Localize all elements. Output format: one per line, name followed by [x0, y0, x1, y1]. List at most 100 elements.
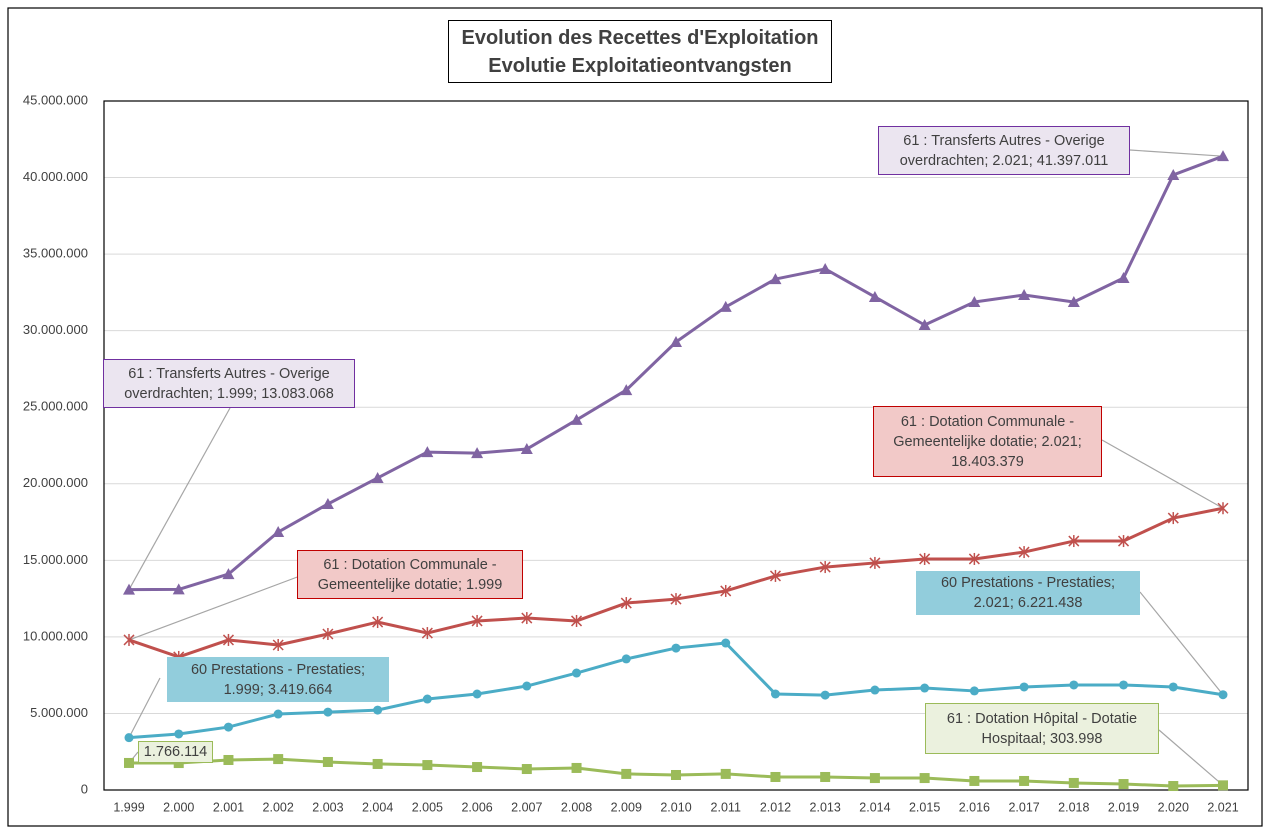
marker	[1018, 546, 1030, 559]
data-label: 60 Prestations - Prestaties; 1.999; 3.41…	[167, 657, 389, 702]
y-tick-label: 30.000.000	[23, 322, 88, 337]
marker	[1167, 512, 1179, 525]
y-tick-label: 10.000.000	[23, 628, 88, 643]
chart-subtitle: Evolutie Exploitatieontvangsten	[488, 55, 792, 77]
marker	[173, 758, 184, 769]
marker	[1168, 781, 1179, 792]
x-tick-label: 2.015	[909, 800, 940, 814]
marker	[1068, 777, 1079, 788]
data-label: 61 : Dotation Hôpital - Dotatie Hospitaa…	[925, 703, 1159, 754]
marker	[123, 633, 135, 646]
y-tick-label: 5.000.000	[30, 705, 88, 720]
leader-line	[128, 407, 231, 590]
marker	[222, 568, 235, 580]
x-tick-label: 2.020	[1158, 800, 1189, 814]
title-box: Evolution des Recettes d'Exploitation Ev…	[448, 20, 832, 83]
marker	[870, 685, 880, 695]
marker	[968, 296, 981, 308]
marker	[1167, 168, 1180, 180]
marker	[769, 569, 781, 582]
marker	[621, 654, 631, 664]
marker	[770, 771, 781, 782]
chart-title: Evolution des Recettes d'Exploitation	[461, 27, 819, 49]
marker	[322, 627, 334, 640]
marker	[223, 754, 234, 765]
marker	[620, 597, 632, 610]
marker	[918, 319, 931, 331]
data-label: 61 : Dotation Communale - Gemeentelijke …	[873, 406, 1102, 477]
marker	[1118, 535, 1130, 548]
marker	[172, 583, 185, 595]
data-label: 1.766.114	[138, 741, 213, 763]
x-tick-label: 2.005	[412, 800, 443, 814]
x-tick-label: 2.014	[859, 800, 890, 814]
y-tick-label: 0	[81, 781, 88, 796]
leader-line	[1101, 439, 1224, 509]
x-tick-label: 2.019	[1108, 800, 1139, 814]
marker	[372, 758, 383, 769]
marker	[1019, 775, 1030, 786]
marker	[919, 552, 931, 565]
marker	[620, 384, 633, 396]
data-label: 60 Prestations - Prestaties; 2.021; 6.22…	[916, 571, 1140, 615]
x-tick-label: 2.021	[1207, 800, 1238, 814]
data-label: 61 : Transferts Autres - Overige overdra…	[103, 359, 355, 408]
marker	[868, 290, 881, 302]
x-tick-label: 2.006	[461, 800, 492, 814]
marker	[124, 733, 134, 743]
marker	[1069, 680, 1079, 690]
x-tick-label: 2.004	[362, 800, 393, 814]
x-tick-label: 2.000	[163, 800, 194, 814]
marker	[273, 754, 284, 765]
marker	[969, 775, 980, 786]
plot-border	[103, 100, 1249, 791]
marker	[1217, 150, 1229, 162]
marker	[820, 771, 831, 782]
marker	[769, 273, 782, 285]
marker	[720, 584, 732, 597]
x-tick-label: 1.999	[113, 800, 144, 814]
marker	[273, 709, 283, 719]
y-tick-label: 40.000.000	[23, 169, 88, 184]
marker	[719, 300, 732, 312]
marker	[869, 773, 880, 784]
marker	[1068, 535, 1080, 548]
marker	[322, 756, 333, 767]
marker	[472, 689, 482, 699]
x-tick-label: 2.017	[1008, 800, 1039, 814]
marker	[1067, 296, 1080, 308]
marker	[422, 694, 432, 704]
data-label: 61 : Transferts Autres - Overige overdra…	[878, 126, 1130, 175]
marker	[571, 762, 582, 773]
marker	[721, 638, 731, 648]
marker	[770, 689, 780, 699]
marker	[869, 556, 881, 569]
x-tick-label: 2.011	[711, 800, 741, 814]
y-tick-label: 35.000.000	[23, 246, 88, 261]
leader-line	[1129, 149, 1224, 157]
marker	[222, 633, 234, 646]
marker	[174, 729, 184, 739]
y-tick-label: 25.000.000	[23, 399, 88, 414]
marker	[373, 705, 383, 715]
x-tick-label: 2.008	[561, 800, 592, 814]
marker	[1217, 502, 1229, 515]
marker	[969, 686, 979, 696]
marker	[671, 769, 681, 780]
leader-line	[1158, 729, 1224, 786]
marker	[371, 471, 384, 483]
marker	[720, 768, 731, 779]
marker	[522, 681, 532, 691]
marker	[919, 773, 930, 784]
marker	[1117, 271, 1130, 283]
y-tick-label: 15.000.000	[23, 552, 88, 567]
marker	[521, 764, 532, 775]
x-tick-label: 2.016	[959, 800, 990, 814]
marker	[123, 583, 135, 595]
marker	[520, 443, 533, 455]
marker	[1119, 680, 1129, 690]
marker	[1218, 780, 1228, 791]
marker	[372, 616, 384, 629]
marker	[670, 335, 682, 347]
